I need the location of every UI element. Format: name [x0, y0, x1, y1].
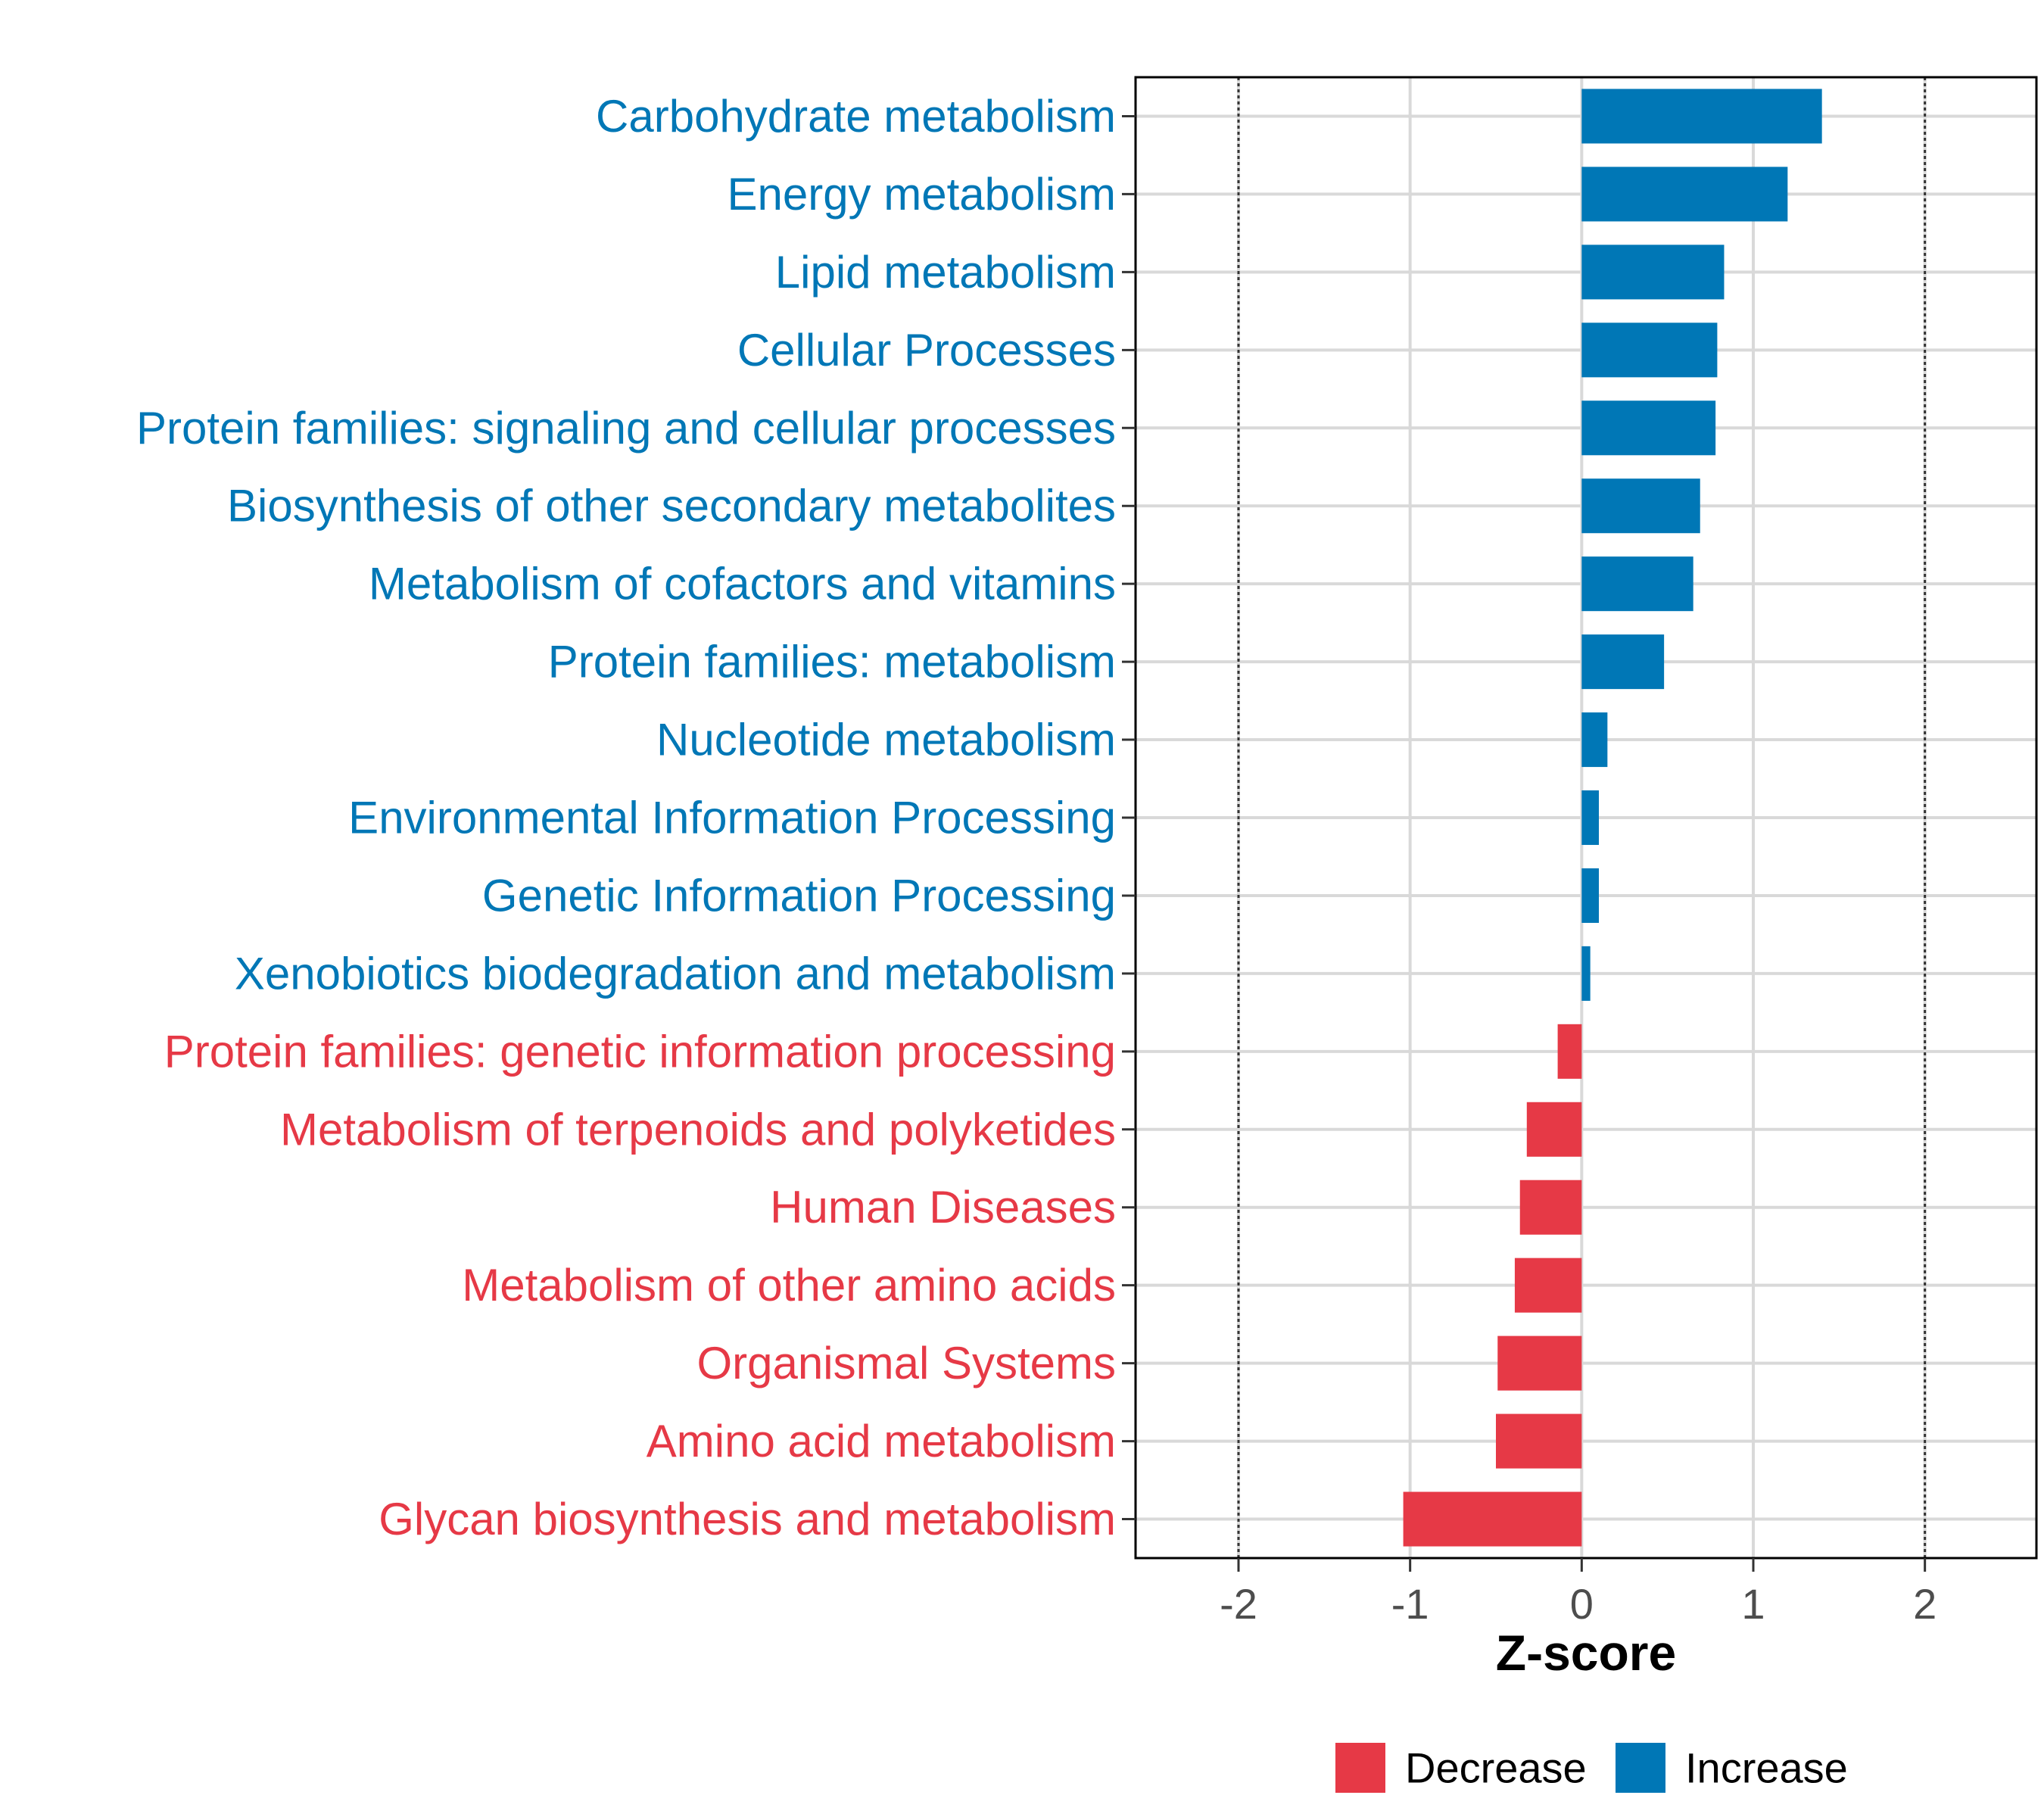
category-label: Protein families: metabolism [548, 637, 1116, 687]
bar [1497, 1335, 1582, 1391]
category-label: Metabolism of cofactors and vitamins [369, 559, 1116, 609]
category-label: Lipid metabolism [775, 247, 1116, 298]
x-tick-label: 2 [1913, 1580, 1937, 1628]
bar [1557, 1024, 1582, 1079]
bar [1581, 89, 1822, 144]
category-label: Organismal Systems [697, 1338, 1116, 1388]
bar [1581, 245, 1725, 300]
y-axis-labels: Carbohydrate metabolism Energy metabolism… [136, 91, 1116, 1544]
bar [1581, 790, 1599, 846]
x-tick-label: -1 [1391, 1580, 1429, 1628]
y-axis-ticks [1122, 114, 1136, 1521]
x-tick-label: 1 [1741, 1580, 1765, 1628]
bar [1581, 400, 1716, 456]
bar [1581, 868, 1599, 923]
x-tick-label: 0 [1570, 1580, 1594, 1628]
category-label: Cellular Processes [737, 325, 1116, 376]
x-axis-title: Z-score [1496, 1625, 1676, 1681]
bars [1403, 89, 1822, 1547]
category-label: Protein families: signaling and cellular… [136, 403, 1116, 453]
category-label: Glycan biosynthesis and metabolism [379, 1494, 1116, 1544]
bar [1581, 946, 1591, 1001]
legend-swatch-decrease [1335, 1743, 1385, 1793]
category-label: Nucleotide metabolism [656, 715, 1116, 765]
bar [1581, 478, 1700, 534]
bar [1581, 712, 1608, 768]
category-label: Xenobiotics biodegradation and metabolis… [235, 948, 1116, 999]
legend: Decrease Increase [1335, 1743, 1848, 1793]
legend-label-decrease: Decrease [1405, 1744, 1587, 1792]
reference-lines [1237, 77, 1927, 1558]
category-label: Metabolism of other amino acids [462, 1260, 1116, 1311]
bar [1581, 634, 1665, 690]
bar [1526, 1102, 1582, 1157]
bar [1403, 1491, 1582, 1547]
category-label: Amino acid metabolism [647, 1416, 1116, 1466]
bar [1581, 167, 1788, 222]
legend-label-increase: Increase [1685, 1744, 1848, 1792]
bar [1581, 323, 1718, 378]
category-label: Genetic Information Processing [482, 870, 1116, 921]
bar [1581, 556, 1693, 612]
bar [1514, 1258, 1582, 1313]
legend-swatch-increase [1616, 1743, 1665, 1793]
category-label: Protein families: genetic information pr… [164, 1026, 1116, 1077]
x-axis-ticks [1237, 1558, 1927, 1572]
category-label: Human Diseases [770, 1182, 1116, 1233]
category-label: Metabolism of terpenoids and polyketides [280, 1104, 1116, 1155]
x-tick-label: -2 [1220, 1580, 1257, 1628]
category-label: Carbohydrate metabolism [596, 91, 1116, 142]
category-label: Biosynthesis of other secondary metaboli… [227, 481, 1116, 531]
category-label: Energy metabolism [727, 169, 1116, 220]
bar [1496, 1413, 1582, 1469]
bar [1519, 1180, 1582, 1235]
x-axis-tick-labels: -2 -1 0 1 2 [1220, 1580, 1937, 1628]
category-label: Environmental Information Processing [348, 793, 1116, 843]
